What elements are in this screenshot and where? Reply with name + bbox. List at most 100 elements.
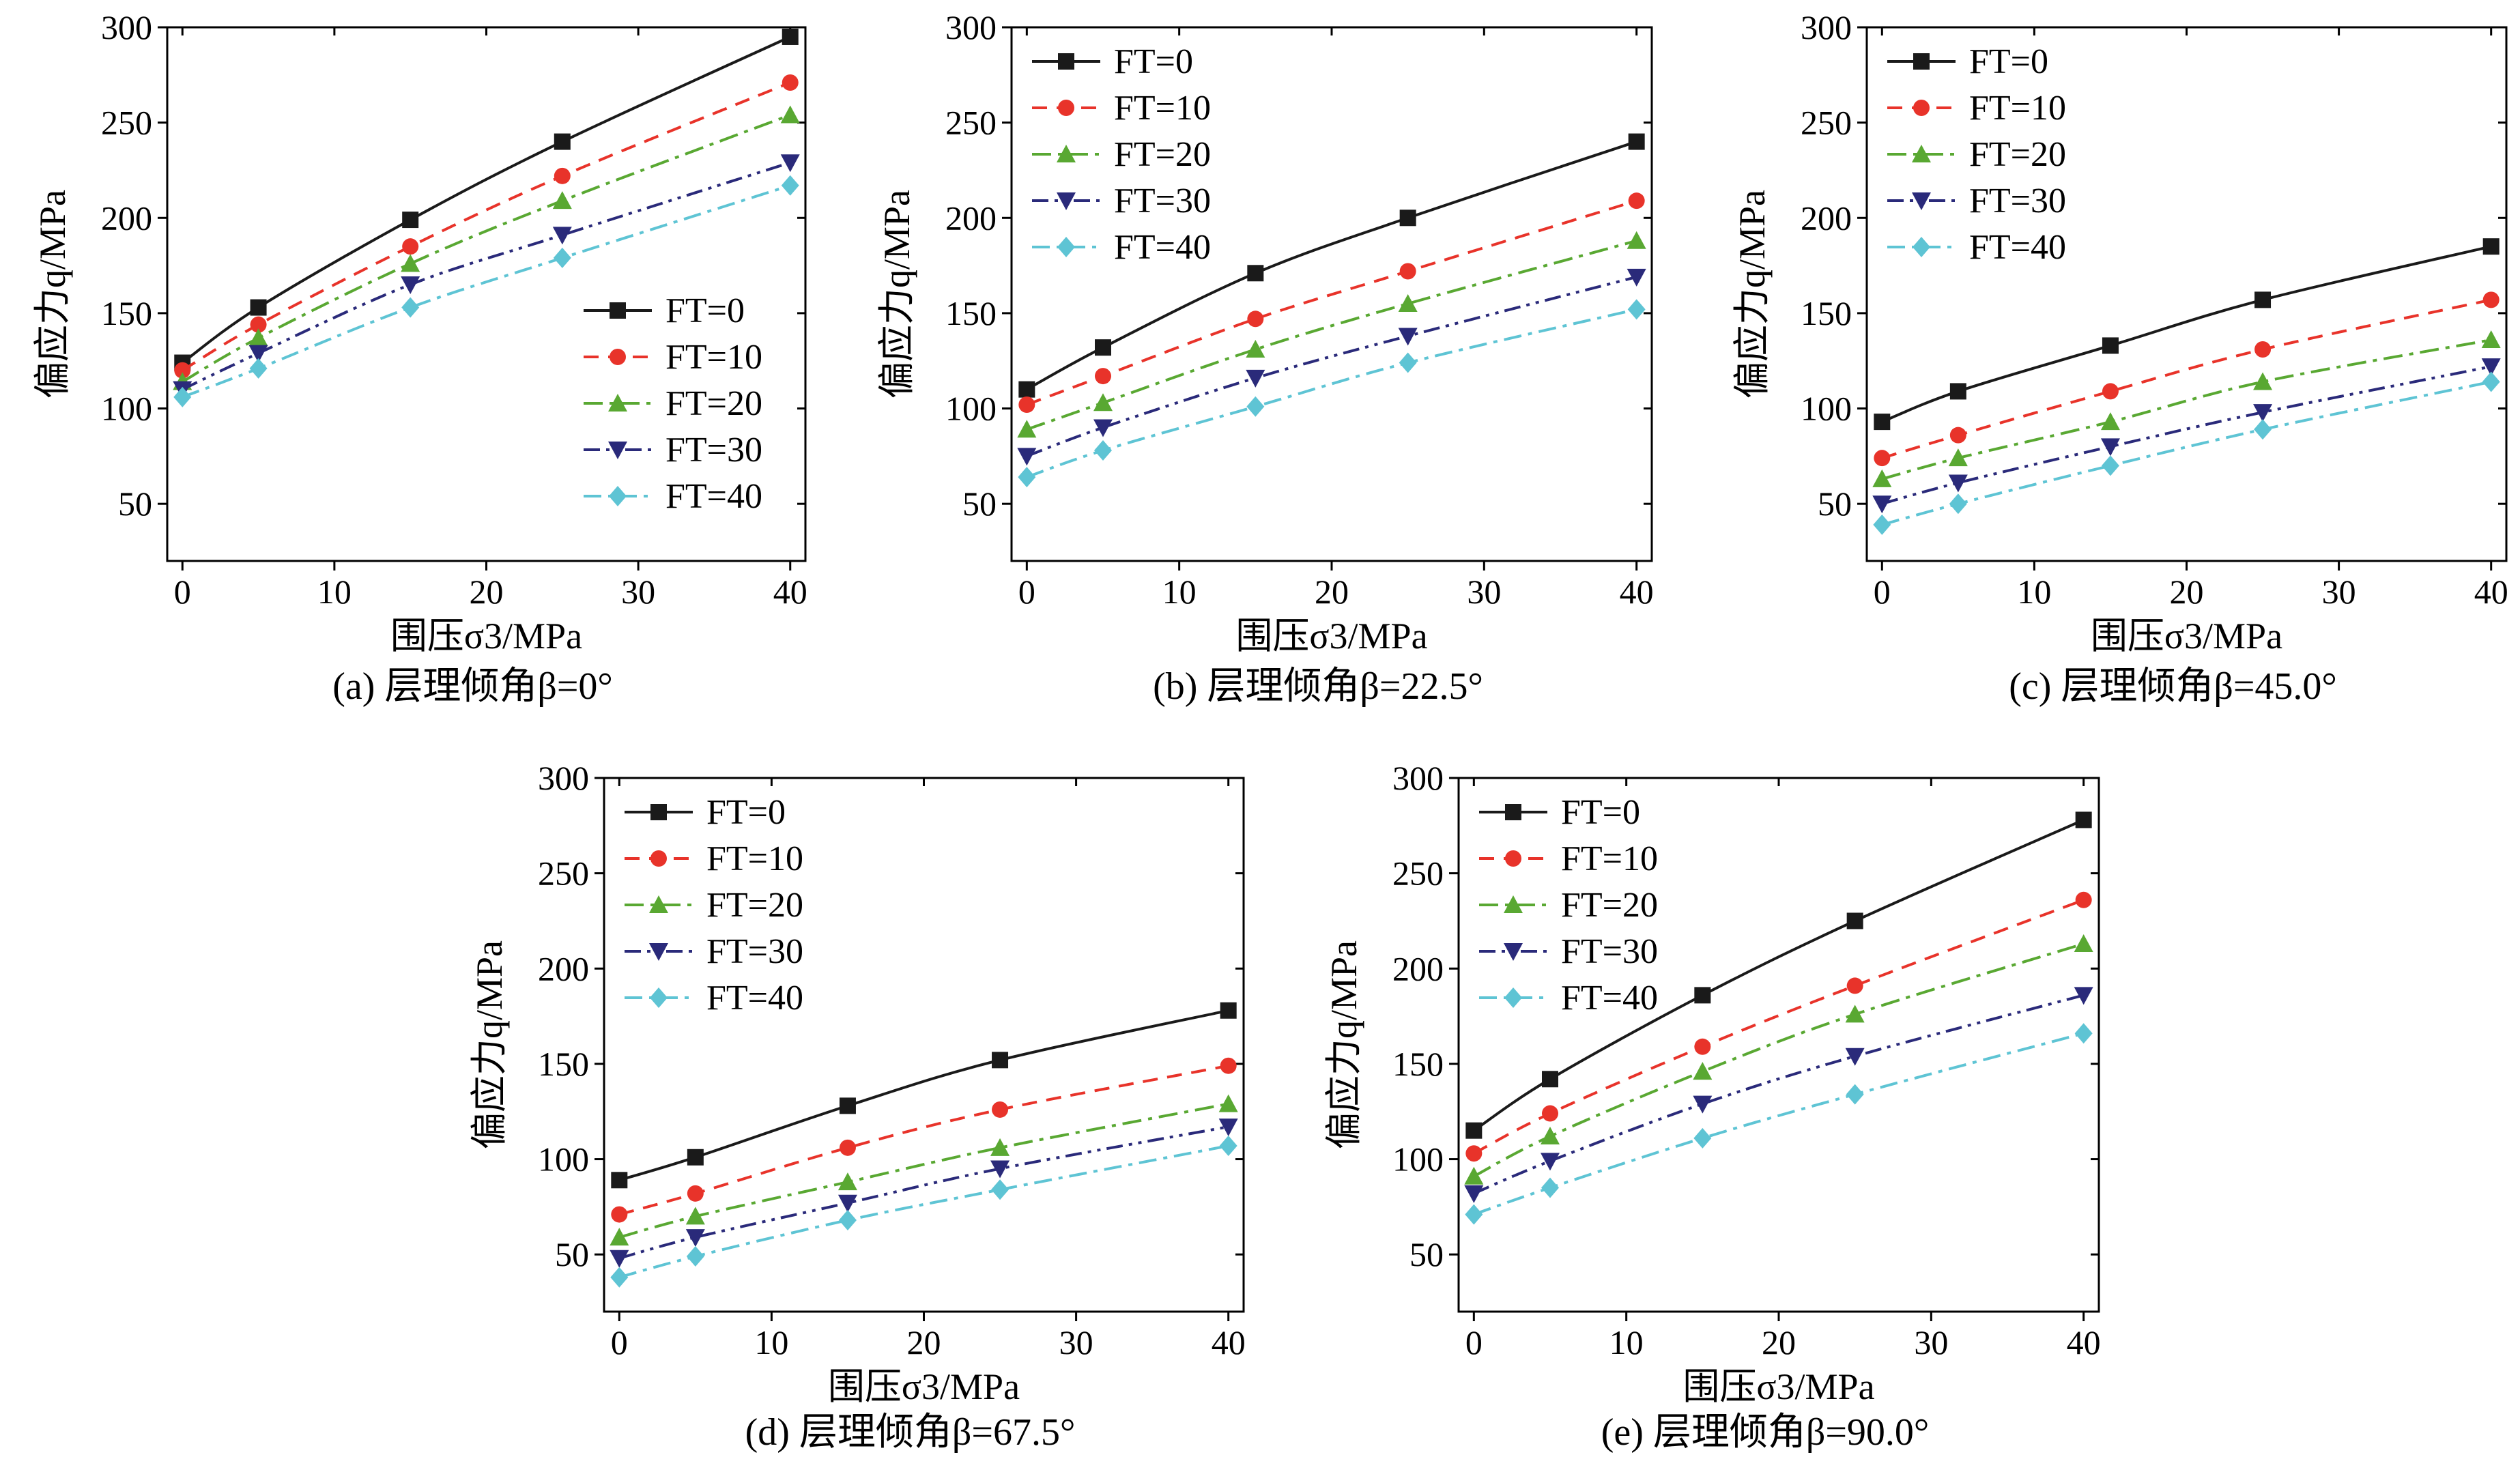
y-tick-label: 300 — [945, 8, 997, 46]
y-tick-label: 50 — [1409, 1235, 1444, 1273]
series-line — [1473, 818, 2085, 1132]
data-point — [1627, 299, 1646, 320]
series-line — [182, 113, 791, 384]
legend-label: FT=30 — [1114, 182, 1211, 220]
data-point — [1846, 977, 1863, 994]
y-tick-label: 100 — [1801, 390, 1852, 428]
x-tick-label: 40 — [1212, 1323, 1246, 1361]
series-line — [182, 161, 791, 391]
x-tick-label: 0 — [611, 1323, 628, 1361]
legend-marker — [650, 987, 668, 1008]
data-point — [2074, 987, 2093, 1005]
series-FT=10 — [1465, 891, 2092, 1162]
series-FT=20 — [610, 1094, 1238, 1246]
data-point — [1628, 192, 1645, 210]
data-point — [1845, 1005, 1865, 1023]
series-line — [618, 1102, 1229, 1239]
data-point — [2481, 330, 2501, 349]
legend-marker — [1505, 850, 1521, 867]
legend: FT=0 FT=10 FT=20 FT=30 FT=40 — [625, 793, 803, 1018]
x-tick-label: 30 — [1467, 573, 1501, 611]
series-line — [1473, 1032, 2085, 1216]
series-FT=30 — [1872, 358, 2501, 514]
series-line — [182, 81, 791, 372]
data-point — [1628, 133, 1645, 150]
data-point — [1949, 427, 1966, 444]
y-axis-label: 偏应力q/MPa — [1732, 190, 1773, 399]
x-tick-label: 40 — [2474, 573, 2508, 611]
legend-label: FT=0 — [1969, 42, 2048, 81]
data-point — [1949, 383, 1966, 400]
x-tick-label: 0 — [1874, 573, 1891, 611]
x-tick-label: 10 — [1162, 573, 1197, 611]
data-point — [1542, 1105, 1558, 1122]
data-point — [2102, 383, 2119, 400]
data-point — [2074, 1023, 2093, 1044]
legend-label: FT=0 — [665, 291, 745, 330]
data-point — [1693, 1095, 1713, 1114]
data-point — [1693, 1127, 1712, 1149]
y-axis-label: 偏应力q/MPa — [1323, 940, 1364, 1149]
legend-marker — [1913, 237, 1930, 257]
data-point — [2254, 341, 2272, 358]
panel-caption: (e) 层理倾角β=90.0° — [1601, 1411, 1930, 1454]
data-point — [685, 1229, 705, 1247]
series-line — [618, 1064, 1229, 1216]
x-tick-label: 20 — [1762, 1323, 1796, 1361]
data-point — [687, 1149, 704, 1166]
series-FT=40 — [1873, 371, 2500, 535]
data-point — [2100, 412, 2120, 431]
panel-caption: (a) 层理倾角β=0° — [332, 665, 613, 708]
x-tick-label: 40 — [773, 573, 807, 611]
legend-label: FT=0 — [1114, 42, 1193, 81]
x-tick-label: 20 — [470, 573, 504, 611]
series-FT=20 — [1464, 934, 2093, 1185]
data-point — [1017, 448, 1037, 466]
series-FT=30 — [1464, 987, 2093, 1203]
y-tick-label: 200 — [538, 949, 589, 987]
data-point — [1874, 450, 1891, 467]
legend-marker — [1912, 145, 1931, 162]
data-point — [1464, 1185, 1484, 1203]
data-point — [1094, 440, 1112, 461]
data-point — [1541, 1177, 1559, 1198]
legend-marker — [1057, 145, 1076, 162]
y-tick-label: 100 — [945, 390, 997, 428]
data-point — [554, 133, 571, 150]
series-FT=40 — [173, 175, 799, 407]
y-tick-label: 50 — [1818, 485, 1852, 523]
data-point — [552, 191, 572, 210]
x-axis-label: 围压σ3/MPa — [1683, 1366, 1874, 1407]
chart-panel-1: 0 10 20 30 40 50 100 150 200 250 300 围压σ3/MPa 偏应力q/M… — [876, 8, 1654, 708]
legend-label: FT=10 — [706, 839, 803, 878]
y-tick-label: 50 — [962, 485, 997, 523]
data-point — [2101, 455, 2119, 476]
data-point — [687, 1185, 704, 1202]
legend-marker — [1057, 237, 1075, 257]
series-FT=10 — [1874, 291, 2500, 467]
data-point — [837, 1172, 857, 1191]
legend-marker — [1057, 192, 1076, 210]
data-point — [1627, 231, 1646, 249]
legend-label: FT=40 — [706, 979, 803, 1018]
data-point — [610, 1267, 629, 1288]
data-point — [1398, 328, 1418, 346]
data-point — [686, 1246, 704, 1267]
data-point — [1465, 1145, 1483, 1162]
series-line — [1026, 140, 1637, 391]
data-point — [782, 28, 799, 45]
data-point — [685, 1207, 705, 1225]
data-point — [554, 167, 571, 184]
legend-marker — [650, 804, 667, 820]
y-tick-label: 250 — [538, 854, 589, 893]
y-tick-label: 150 — [945, 294, 997, 332]
data-point — [1018, 467, 1036, 488]
y-tick-label: 300 — [1392, 759, 1444, 797]
data-point — [991, 1179, 1010, 1200]
y-tick-label: 250 — [945, 104, 997, 142]
data-point — [780, 105, 800, 124]
data-point — [990, 1160, 1010, 1179]
data-point — [1246, 339, 1265, 358]
y-tick-label: 150 — [1392, 1045, 1444, 1083]
